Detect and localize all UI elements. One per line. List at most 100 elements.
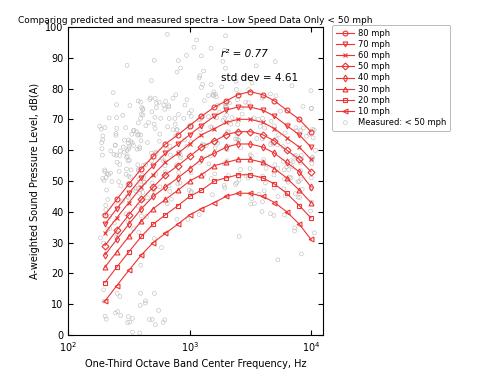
Point	[115, 168, 123, 174]
Point	[165, 143, 173, 149]
Point	[132, 128, 140, 134]
Point	[223, 112, 230, 118]
Point	[236, 145, 244, 151]
Point	[285, 174, 293, 180]
Point	[291, 191, 299, 197]
Point	[106, 226, 114, 232]
Point	[174, 57, 182, 64]
Point	[187, 139, 195, 145]
Point	[180, 137, 188, 143]
Point	[106, 148, 114, 154]
Point	[98, 152, 106, 158]
Point	[138, 172, 146, 178]
Point	[135, 168, 142, 174]
Point	[220, 161, 228, 167]
Point	[102, 174, 110, 181]
Point	[146, 95, 154, 101]
Point	[97, 126, 105, 132]
Point	[102, 207, 109, 213]
Point	[192, 37, 200, 43]
Point	[235, 177, 243, 183]
Point	[282, 164, 290, 170]
Point	[137, 213, 145, 219]
Point	[148, 316, 156, 323]
Point	[310, 127, 318, 133]
Point	[284, 121, 292, 127]
Point	[134, 186, 142, 192]
Point	[266, 142, 274, 148]
Point	[123, 193, 131, 199]
Point	[120, 149, 128, 156]
Point	[139, 105, 146, 112]
Point	[136, 182, 144, 188]
Point	[258, 199, 266, 205]
Point	[187, 170, 195, 176]
Point	[293, 194, 301, 200]
Point	[198, 141, 206, 147]
Point	[220, 182, 227, 189]
Point	[207, 45, 215, 52]
Point	[163, 31, 171, 37]
Point	[176, 152, 184, 158]
Point	[174, 111, 182, 117]
Point	[244, 87, 252, 93]
Point	[211, 91, 219, 97]
Point	[176, 155, 184, 161]
Point	[173, 127, 181, 133]
Point	[119, 144, 127, 150]
Point	[119, 112, 126, 118]
Point	[100, 240, 107, 246]
Point	[261, 180, 269, 186]
Point	[296, 127, 304, 133]
Title: Comparing predicted and measured spectra - Low Speed Data Only < 50 mph: Comparing predicted and measured spectra…	[19, 16, 372, 25]
Point	[308, 155, 316, 161]
Point	[234, 130, 242, 136]
Point	[209, 93, 217, 99]
Point	[156, 131, 163, 137]
Point	[260, 125, 268, 131]
Point	[228, 114, 236, 121]
Point	[145, 316, 153, 323]
Point	[139, 107, 146, 113]
Point	[202, 142, 210, 149]
Point	[306, 87, 314, 94]
Point	[197, 84, 205, 90]
Point	[197, 127, 204, 133]
Point	[291, 152, 299, 158]
Point	[186, 189, 194, 196]
Point	[161, 317, 168, 323]
Point	[103, 171, 111, 177]
Point	[128, 329, 136, 335]
Point	[244, 175, 251, 181]
Point	[252, 136, 260, 142]
Point	[136, 186, 144, 192]
Point	[250, 115, 258, 121]
Point	[151, 126, 159, 132]
Point	[135, 176, 142, 182]
Point	[96, 235, 104, 241]
Point	[176, 65, 184, 71]
Point	[111, 310, 119, 316]
Point	[297, 251, 305, 257]
Point	[290, 225, 298, 231]
Point	[148, 180, 156, 186]
Point	[223, 157, 230, 164]
Point	[293, 179, 301, 185]
Point	[128, 131, 136, 137]
Point	[157, 115, 164, 121]
Point	[258, 209, 265, 215]
Point	[165, 182, 173, 189]
Point	[165, 188, 173, 194]
Point	[281, 193, 288, 199]
Point	[130, 127, 138, 134]
Point	[181, 102, 188, 108]
Point	[174, 169, 182, 176]
Point	[152, 150, 160, 156]
Point	[266, 118, 274, 124]
Point	[207, 176, 215, 182]
Point	[305, 131, 313, 137]
Point	[134, 98, 142, 104]
Point	[172, 162, 180, 168]
Point	[299, 125, 306, 131]
Point	[105, 213, 113, 219]
